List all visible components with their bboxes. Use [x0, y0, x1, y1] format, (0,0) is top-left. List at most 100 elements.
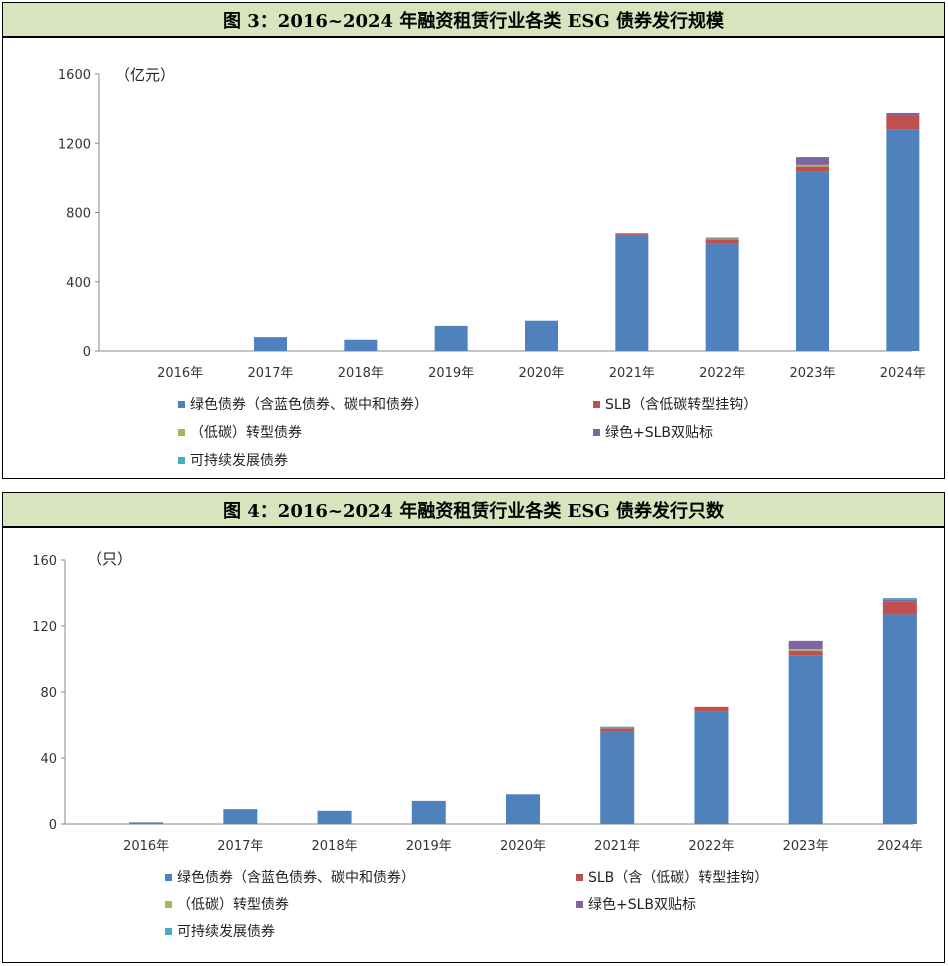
y-tick-label: 80 — [40, 686, 57, 701]
bar-segment — [882, 597, 917, 600]
bar-segment — [506, 794, 540, 824]
bar-segment — [600, 731, 635, 824]
legend-item: 可持续发展债券 — [178, 450, 288, 470]
bar-segment — [411, 800, 446, 824]
legend-label: 绿色+SLB双贴标 — [605, 425, 714, 441]
legend-item: （低碳）转型债券 — [178, 422, 302, 442]
legend-label: （低碳）转型债券 — [190, 425, 302, 441]
legend-label: SLB（含（低碳）转型挂钩） — [588, 870, 769, 886]
y-tick-label: 0 — [83, 345, 91, 360]
x-tick-label: 2020年 — [518, 366, 564, 381]
bar-segment — [705, 237, 739, 239]
bar-segment — [615, 234, 649, 236]
x-tick-label: 2016年 — [123, 839, 169, 854]
bar-segment — [886, 115, 920, 130]
legend-item: 绿色债券（含蓝色债券、碳中和债券） — [178, 394, 428, 414]
chart-area: 0 400 800 1200 1600 （亿元） 2016年 2017年 2018年 2019年 2… — [2, 37, 945, 479]
legend-item: SLB（含低碳转型挂钩） — [593, 394, 757, 414]
x-tick-label: 2022年 — [688, 839, 734, 854]
legend-label: 绿色债券（含蓝色债券、碳中和债券） — [177, 870, 415, 886]
bar-segment — [705, 238, 739, 240]
stacked-bar-chart: 0 400 800 1200 1600 （亿元） 2016年 2017年 2018年 2019年 2… — [58, 66, 926, 381]
bar-segment — [129, 822, 164, 824]
bar-segment — [796, 166, 829, 172]
chart-panel-scale: 图 3：2016~2024 年融资租赁行业各类 ESG 债券发行规模 0 400 8… — [2, 2, 945, 479]
x-tick-label: 2023年 — [789, 366, 835, 381]
bar-segment — [600, 728, 635, 732]
stacked-bar-chart: 0 40 80 120 160 （只） 2016年 2017年 2018年 2019年 2020年 2… — [32, 550, 923, 854]
bar-segment — [796, 171, 829, 351]
chart-title: 图 4：2016~2024 年融资租赁行业各类 ESG 债券发行只数 — [2, 492, 945, 527]
bar-segment — [882, 614, 917, 824]
legend-swatch — [593, 400, 600, 408]
legend-swatch — [576, 873, 583, 881]
chart-panel-count: 图 4：2016~2024 年融资租赁行业各类 ESG 债券发行只数 0 40 80… — [2, 492, 945, 963]
x-tick-label: 2024年 — [877, 839, 923, 854]
legend-label: 可持续发展债券 — [190, 453, 288, 469]
legend-swatch — [165, 927, 172, 935]
legend-item: 绿色债券（含蓝色债券、碳中和债券） — [165, 867, 415, 887]
y-tick-label: 40 — [40, 752, 57, 767]
legend-swatch — [576, 900, 583, 908]
x-tick-label: 2023年 — [783, 839, 829, 854]
legend-swatch — [178, 400, 185, 408]
bar-segment — [223, 809, 258, 824]
x-tick-label: 2024年 — [880, 366, 926, 381]
legend-swatch — [593, 428, 600, 436]
legend-item: 绿色+SLB双贴标 — [593, 422, 713, 442]
bar-segment — [615, 235, 649, 351]
legend-swatch — [165, 873, 172, 881]
legend-label: 可持续发展债券 — [177, 924, 275, 940]
legend-label: （低碳）转型债券 — [177, 897, 289, 913]
x-tick-label: 2020年 — [500, 839, 546, 854]
x-tick-label: 2019年 — [428, 366, 474, 381]
bar-segment — [344, 339, 378, 351]
bar-segment — [788, 649, 823, 651]
bar-segment — [796, 164, 829, 167]
bar-segment — [796, 157, 829, 165]
legend-item: SLB（含（低碳）转型挂钩） — [576, 867, 768, 887]
bar-segment — [788, 655, 823, 824]
chart-area: 0 40 80 120 160 （只） 2016年 2017年 2018年 2019年 2020年 2… — [2, 527, 945, 963]
x-tick-label: 2019年 — [406, 839, 452, 854]
y-unit-label: （只） — [87, 550, 132, 568]
bar-segment — [600, 726, 635, 729]
bar-segment — [615, 233, 649, 235]
legend-swatch — [178, 456, 185, 464]
x-tick-label: 2018年 — [312, 839, 358, 854]
y-tick-label: 400 — [66, 276, 91, 291]
legend-swatch — [178, 428, 185, 436]
y-tick-label: 800 — [66, 207, 91, 222]
y-tick-label: 0 — [49, 818, 57, 833]
bar-segment — [694, 706, 729, 712]
y-tick-label: 160 — [32, 554, 57, 569]
bar-segment — [886, 129, 920, 351]
bar-segment — [434, 325, 468, 351]
bar-segment — [254, 337, 287, 351]
y-unit-label: （亿元） — [115, 66, 175, 84]
bar-segment — [317, 810, 352, 824]
legend-item: 绿色+SLB双贴标 — [576, 894, 696, 914]
y-tick-label: 1600 — [58, 68, 91, 83]
bar-segment — [788, 640, 823, 650]
x-tick-label: 2016年 — [157, 366, 203, 381]
legend-item: 可持续发展债券 — [165, 921, 275, 941]
x-tick-label: 2021年 — [609, 366, 655, 381]
y-tick-label: 1200 — [58, 137, 91, 152]
bar-segment — [705, 239, 739, 244]
x-tick-label: 2017年 — [217, 839, 263, 854]
bar-segment — [882, 601, 917, 615]
x-tick-label: 2021年 — [594, 839, 640, 854]
bar-segment — [694, 711, 729, 824]
bar-segment — [886, 112, 920, 116]
legend-label: 绿色+SLB双贴标 — [588, 897, 697, 913]
legend-label: 绿色债券（含蓝色债券、碳中和债券） — [190, 397, 428, 413]
x-tick-label: 2017年 — [247, 366, 293, 381]
legend-swatch — [165, 900, 172, 908]
legend-label: SLB（含低碳转型挂钩） — [605, 397, 758, 413]
chart-title: 图 3：2016~2024 年融资租赁行业各类 ESG 债券发行规模 — [2, 2, 945, 37]
bar-segment — [705, 243, 739, 351]
bar-segment — [882, 599, 917, 602]
x-tick-label: 2022年 — [699, 366, 745, 381]
legend-item: （低碳）转型债券 — [165, 894, 289, 914]
